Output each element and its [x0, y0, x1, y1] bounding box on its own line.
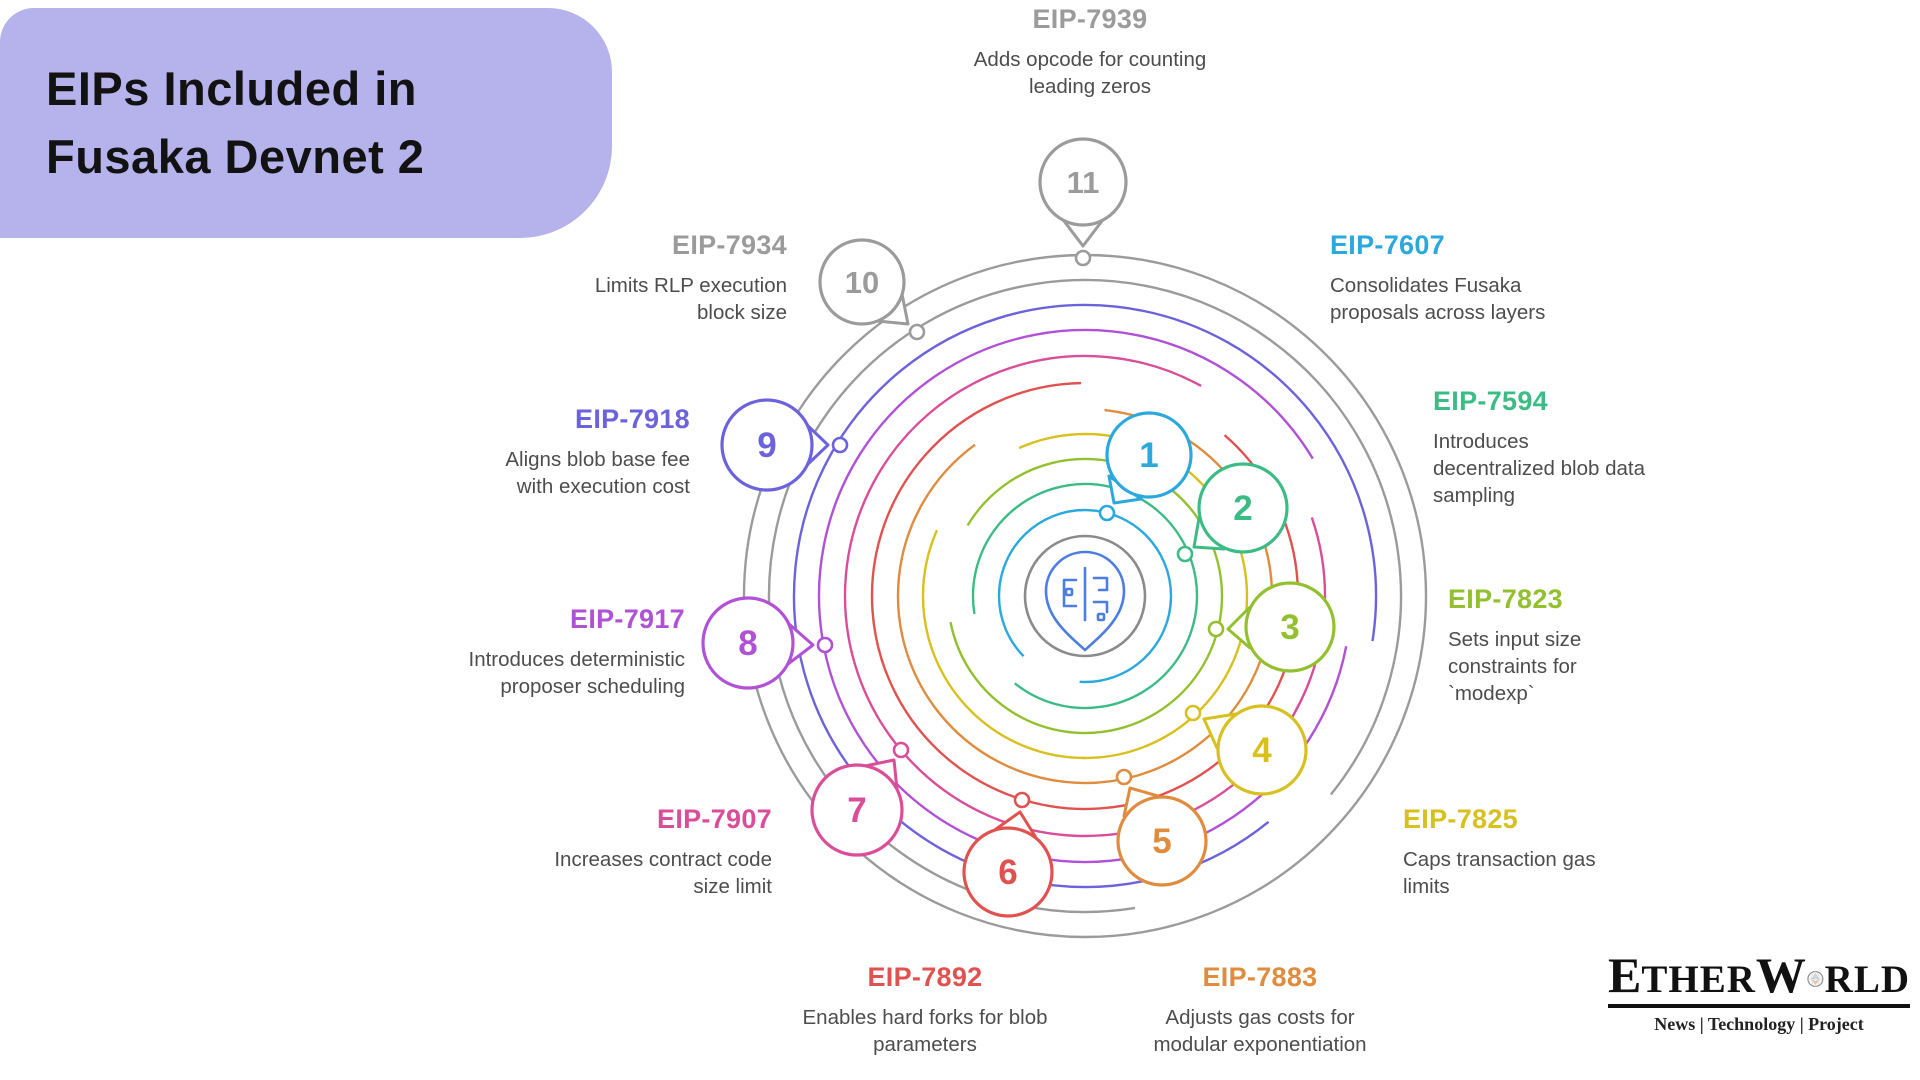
node-number-3: 3 [1280, 608, 1299, 647]
eip-label-7918: EIP-7918 Aligns blob base fee with execu… [380, 404, 690, 500]
node-dot-1 [1098, 504, 1116, 522]
eip-label-7917: EIP-7917 Introduces deterministic propos… [375, 604, 685, 700]
wordmark-ther: THER [1641, 958, 1756, 1001]
etherworld-pin-icon [1044, 550, 1126, 652]
eip-id-7907: EIP-7907 [657, 804, 772, 834]
eip-id-7883: EIP-7883 [1202, 962, 1318, 992]
eip-id-7594: EIP-7594 [1433, 386, 1548, 416]
eip-desc-7607: Consolidates Fusaka proposals across lay… [1330, 274, 1546, 324]
eip-id-7918: EIP-7918 [575, 404, 690, 434]
eip-id-7892: EIP-7892 [867, 962, 983, 992]
node-number-1: 1 [1139, 436, 1158, 475]
wordmark-e: E [1608, 947, 1642, 1003]
node-number-5: 5 [1152, 822, 1171, 861]
node-dot-4 [1184, 704, 1202, 722]
eip-desc-7917: Introduces deterministic proposer schedu… [468, 648, 685, 698]
node-bubble-1 [1105, 411, 1193, 499]
node-bubble-10 [818, 238, 906, 326]
node-number-2: 2 [1233, 489, 1252, 528]
wordmark-rld: RLD [1824, 958, 1910, 1001]
eip-label-7823: EIP-7823 Sets input size constraints for… [1448, 584, 1688, 707]
node-numbers: 1 2 3 4 5 6 7 8 9 10 11 [738, 165, 1299, 892]
eip-desc-7594: Introduces decentralized blob data sampl… [1433, 430, 1645, 507]
node-dot-2 [1176, 545, 1194, 563]
eip-label-7594: EIP-7594 Introduces decentralized blob d… [1433, 386, 1693, 509]
eip-id-7934: EIP-7934 [672, 230, 787, 260]
eip-id-7825: EIP-7825 [1403, 804, 1518, 834]
node-dot-5 [1115, 768, 1133, 786]
etherworld-brand: E THER W RLD News | Technology | Project [1608, 950, 1910, 1035]
node-number-7: 7 [847, 791, 866, 830]
node-number-11: 11 [1067, 165, 1100, 200]
eip-desc-7883: Adjusts gas costs for modular exponentia… [1153, 1006, 1367, 1056]
eip-desc-7892: Enables hard forks for blob parameters [802, 1006, 1048, 1056]
eip-label-7934: EIP-7934 Limits RLP execution block size [487, 230, 787, 326]
eip-desc-7823: Sets input size constraints for `modexp` [1448, 628, 1582, 705]
node-dot-7 [892, 741, 910, 759]
eip-label-7825: EIP-7825 Caps transaction gas limits [1403, 804, 1673, 900]
brand-divider [1608, 1004, 1910, 1008]
node-dot-9 [831, 436, 849, 454]
node-number-4: 4 [1252, 731, 1272, 770]
spiral-ring-2 [971, 482, 1199, 710]
page-title-line1: EIPs Included in [46, 61, 418, 115]
node-bubbles [701, 137, 1336, 918]
spiral-ring-1 [997, 508, 1173, 684]
eip-id-7917: EIP-7917 [570, 604, 685, 634]
node-bubble-3 [1244, 581, 1336, 673]
node-number-9: 9 [757, 426, 776, 465]
center-hub [1023, 534, 1147, 658]
eip-desc-7939: Adds opcode for counting leading zeros [973, 48, 1207, 98]
eip-label-7907: EIP-7907 Increases contract code size li… [480, 804, 772, 900]
node-bubble-9 [720, 398, 814, 492]
node-dot-3 [1207, 620, 1225, 638]
node-bubble-11 [1038, 137, 1128, 227]
node-dot-8 [816, 636, 834, 654]
eip-label-7892: EIP-7892 Enables hard forks for blob par… [770, 962, 1080, 1058]
center-circle [1023, 534, 1147, 658]
node-dot-10 [908, 323, 926, 341]
eip-id-7823: EIP-7823 [1448, 584, 1563, 614]
node-number-8: 8 [738, 624, 757, 663]
node-bubble-2 [1197, 462, 1289, 554]
node-bubble-8 [701, 596, 795, 690]
node-bubble-7 [810, 763, 904, 857]
eip-label-7883: EIP-7883 Adjusts gas costs for modular e… [1105, 962, 1415, 1058]
node-number-6: 6 [998, 853, 1017, 892]
node-bubble-5 [1116, 795, 1208, 887]
node-dots [816, 249, 1225, 809]
globe-o-icon [1807, 970, 1824, 988]
eip-label-7939: EIP-7939 Adds opcode for counting leadin… [940, 4, 1240, 100]
etherworld-wordmark: E THER W RLD [1608, 950, 1910, 1000]
node-bubble-4 [1216, 704, 1308, 796]
eip-id-7607: EIP-7607 [1330, 230, 1445, 260]
node-bubble-6 [962, 826, 1054, 918]
wordmark-w: W [1755, 947, 1806, 1003]
eip-id-7939: EIP-7939 [1032, 4, 1148, 34]
page-title-line2: Fusaka Devnet 2 [46, 130, 425, 183]
eip-desc-7825: Caps transaction gas limits [1403, 848, 1596, 898]
title-banner: EIPs Included in Fusaka Devnet 2 [0, 8, 612, 238]
eip-label-7607: EIP-7607 Consolidates Fusaka proposals a… [1330, 230, 1630, 326]
node-dot-11 [1074, 249, 1092, 267]
node-number-10: 10 [845, 265, 879, 300]
eip-desc-7918: Aligns blob base fee with execution cost [505, 448, 690, 498]
eip-desc-7934: Limits RLP execution block size [594, 274, 787, 324]
eip-desc-7907: Increases contract code size limit [554, 848, 772, 898]
brand-tagline: News | Technology | Project [1654, 1014, 1864, 1034]
node-dot-6 [1013, 791, 1031, 809]
